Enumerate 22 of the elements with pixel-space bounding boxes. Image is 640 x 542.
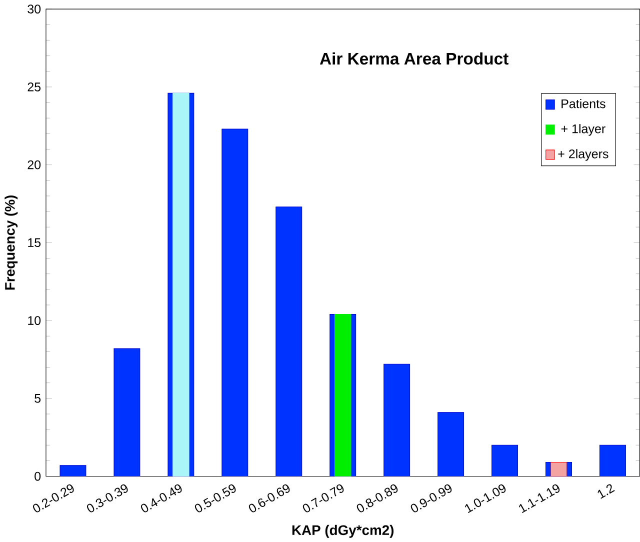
bar [600,444,626,476]
y-tick-label: 0 [34,472,41,480]
y-tick-label: 10 [28,316,41,325]
bar [60,464,86,476]
y-tick-label: 15 [28,238,41,247]
bar [222,128,248,476]
legend-label: Patients [562,98,606,108]
bar [384,364,410,476]
bar [492,444,518,476]
y-tick-label: 20 [28,160,41,170]
y-tick-label: 25 [28,82,41,92]
legend-label: + 1layer [561,124,606,136]
y-axis-title: Frequency (%) [4,195,18,290]
y-tick-label: 5 [34,394,41,403]
y-tick-label: 30 [28,4,41,14]
legend-label: + 2layers [558,148,608,161]
bar [276,206,302,476]
text: Air Kerma Area Product [320,52,508,64]
bar [438,412,464,476]
x-tick-label: 1.2 [598,484,615,499]
bar [114,348,140,476]
x-axis-title: KAP (dGy*cm2) [292,524,394,538]
